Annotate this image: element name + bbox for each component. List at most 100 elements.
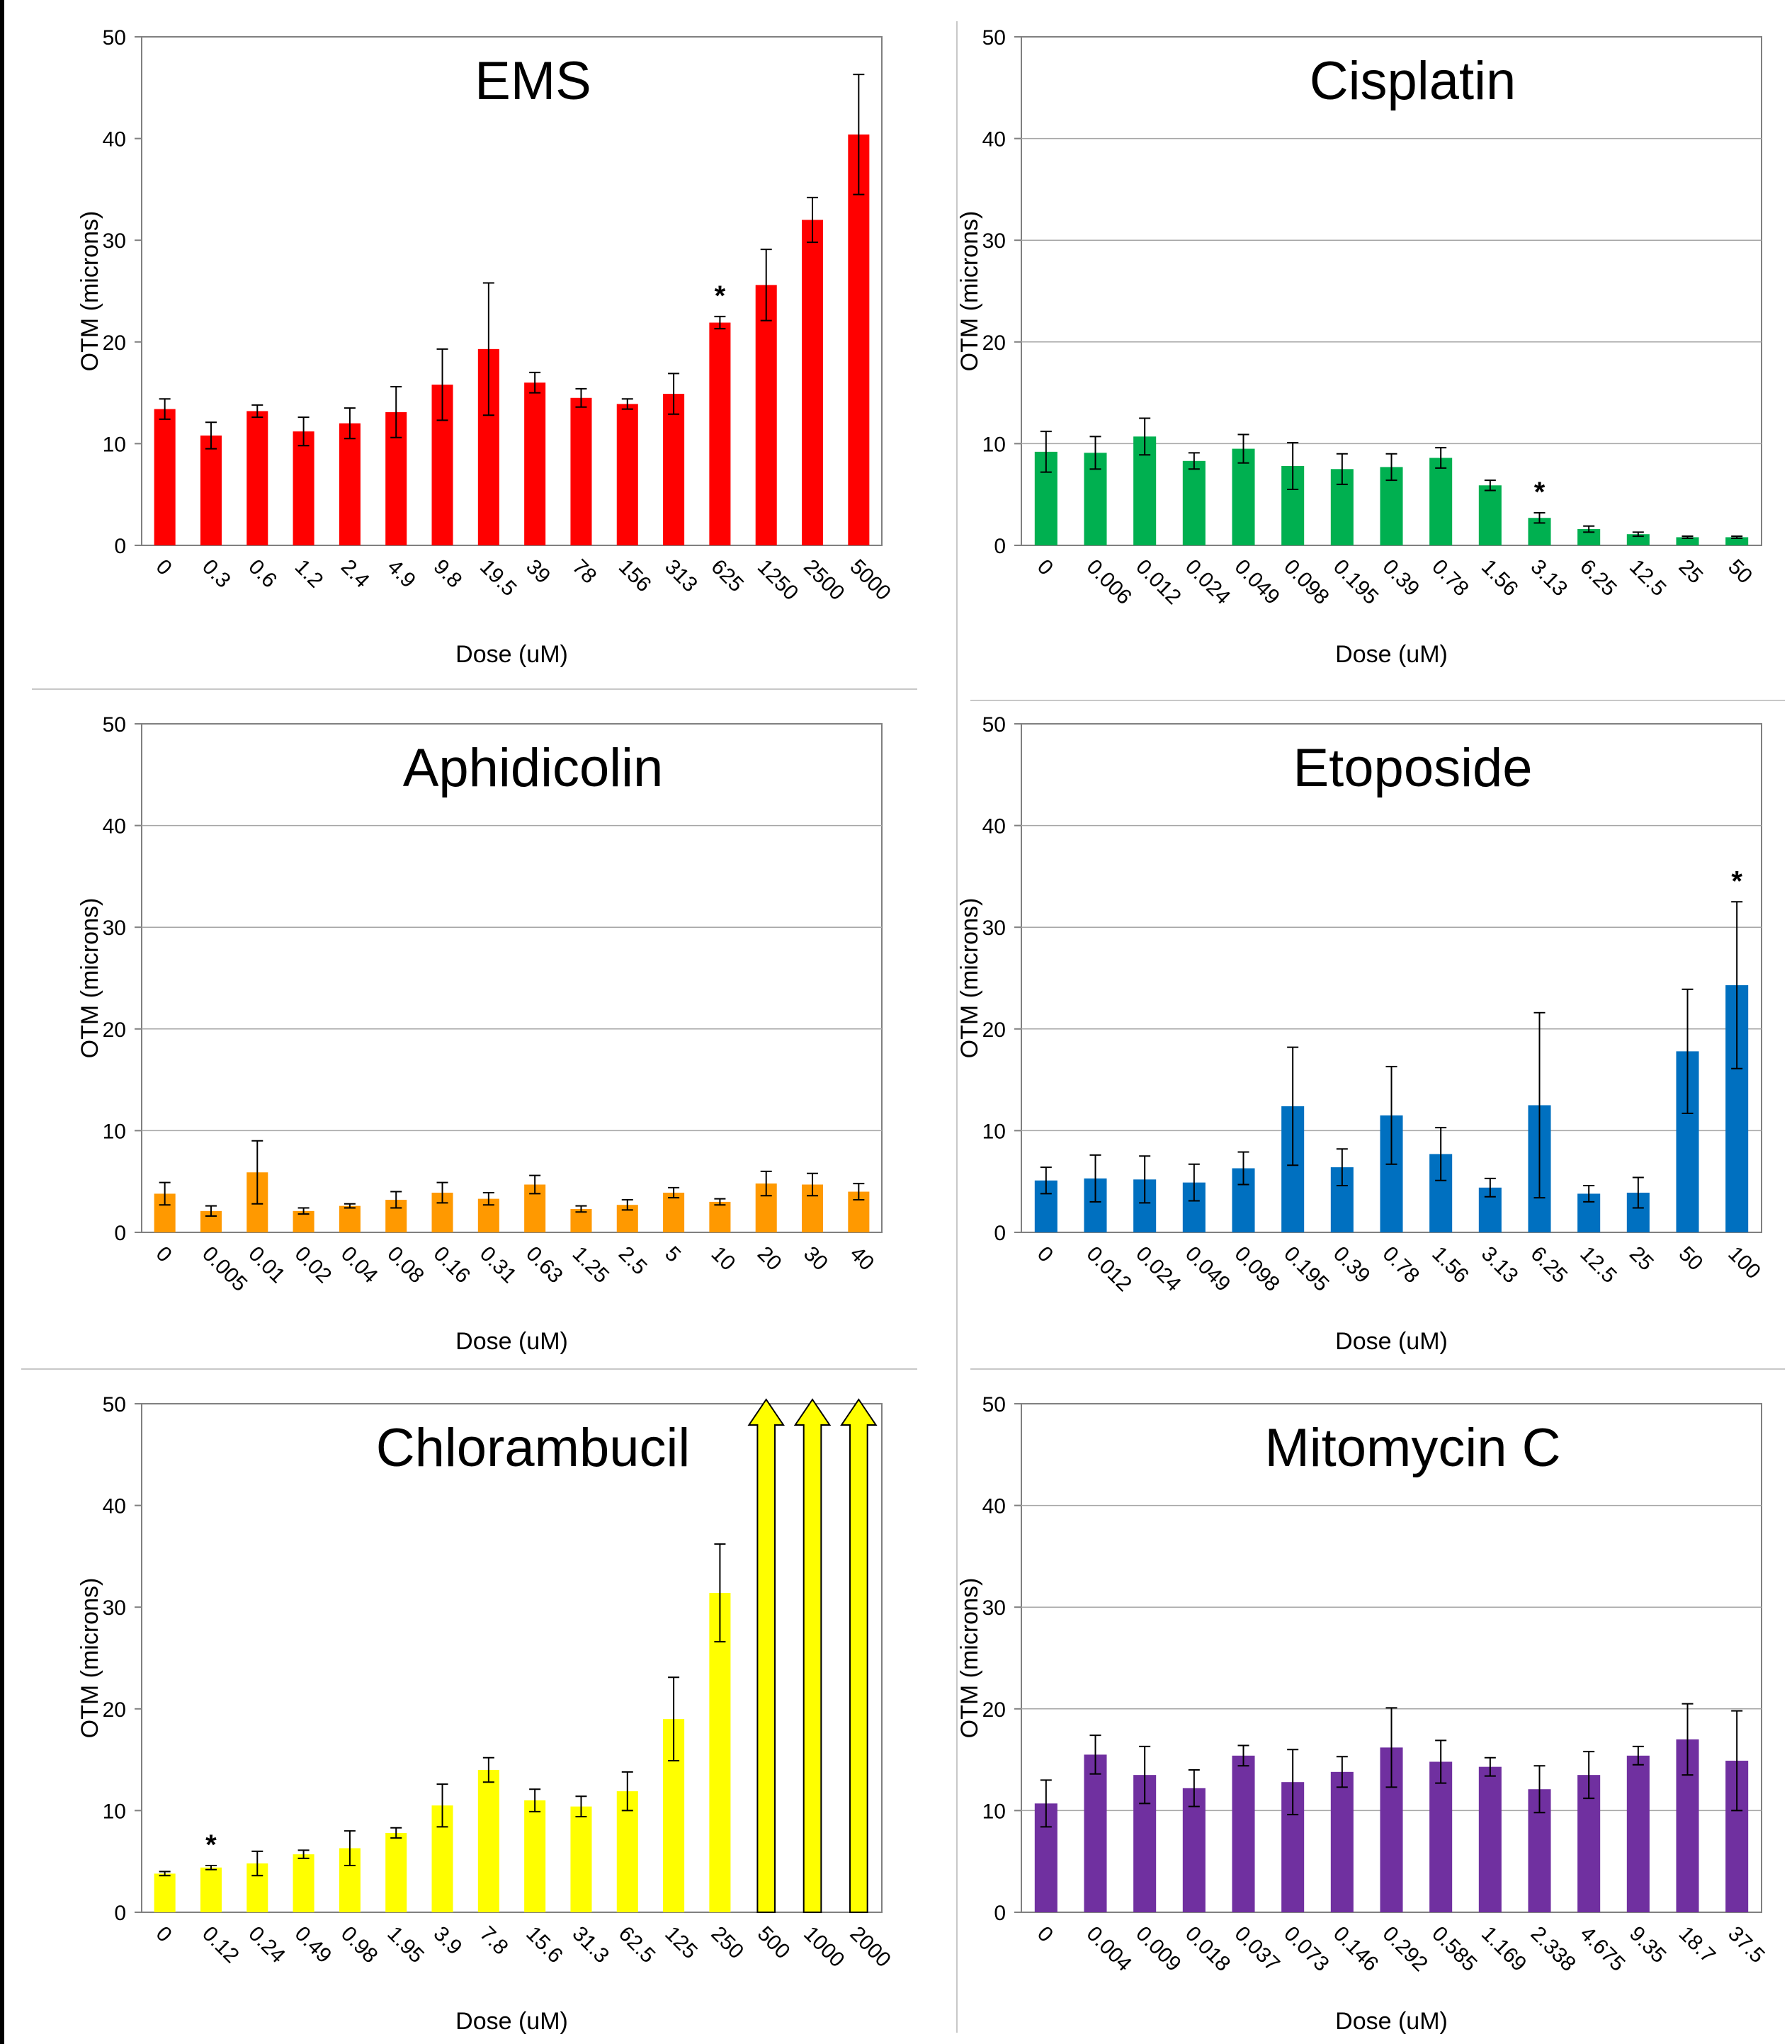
error-bar-250 bbox=[714, 1543, 726, 1643]
bar-offscale-arrow-2000 bbox=[840, 1398, 878, 1913]
bar-1-56 bbox=[1478, 485, 1502, 545]
y-tick-label-20: 20 bbox=[982, 1018, 1006, 1042]
bar-12-5 bbox=[1626, 534, 1650, 545]
bar-31-3 bbox=[570, 1806, 592, 1912]
error-bar-1-56 bbox=[1484, 479, 1496, 492]
bar-0-3 bbox=[200, 435, 222, 545]
error-bar-4-675 bbox=[1583, 1751, 1595, 1800]
error-bar-0-049 bbox=[1237, 433, 1249, 464]
error-bar-0-049 bbox=[1188, 1163, 1200, 1202]
bar-0 bbox=[154, 1873, 176, 1912]
y-tick-label-40: 40 bbox=[982, 815, 1006, 839]
error-bar-6-25 bbox=[1583, 525, 1595, 533]
y-tick-label-10: 10 bbox=[103, 1120, 126, 1143]
x-tick-label-0-49: 0.49 bbox=[290, 1922, 336, 1968]
error-bar-50 bbox=[1682, 988, 1694, 1114]
x-axis-label: Dose (uM) bbox=[455, 1328, 568, 1355]
x-tick-label-1000: 1000 bbox=[799, 1922, 849, 1972]
bar-1-25 bbox=[570, 1208, 592, 1232]
bar-5 bbox=[663, 1192, 685, 1232]
bar-1250 bbox=[755, 285, 777, 545]
bar-2-4 bbox=[339, 423, 361, 545]
bar-0-12 bbox=[200, 1867, 222, 1912]
error-bar-0 bbox=[1040, 1166, 1052, 1195]
error-bar-3-9 bbox=[436, 1783, 448, 1828]
bar-6-25 bbox=[1577, 529, 1601, 545]
chart-title: Aphidicolin bbox=[403, 738, 664, 798]
y-tick-label-50: 50 bbox=[982, 1393, 1006, 1416]
y-tick-label-0: 0 bbox=[114, 535, 126, 558]
error-bar-25 bbox=[1682, 535, 1694, 539]
error-bar-0 bbox=[159, 398, 171, 420]
bar-9-35 bbox=[1626, 1755, 1650, 1912]
x-tick-label-1250: 1250 bbox=[753, 555, 803, 606]
panel-divider-4 bbox=[970, 1368, 1785, 1370]
chart-cisplatin: 0 10 20 30 40 50 OTM (microns) Cisplatin 0 0.006 0… bbox=[894, 0, 1772, 673]
x-tick-label-6-25: 6.25 bbox=[1526, 1242, 1572, 1288]
x-tick-label-15-6: 15.6 bbox=[521, 1922, 567, 1968]
error-bar-39 bbox=[529, 371, 541, 394]
error-bar-19-5 bbox=[482, 282, 494, 416]
panel-divider-vertical bbox=[956, 21, 958, 2033]
x-tick-label-37-5: 37.5 bbox=[1723, 1922, 1769, 1968]
x-tick-label-40: 40 bbox=[845, 1242, 878, 1276]
panel-divider-3 bbox=[21, 1368, 917, 1370]
error-bar-1-2 bbox=[297, 416, 310, 447]
x-tick-label-12-5: 12.5 bbox=[1575, 1242, 1621, 1288]
error-bar-0-78 bbox=[1435, 447, 1447, 469]
error-bar-12-5 bbox=[1583, 1184, 1595, 1203]
x-tick-label-78: 78 bbox=[568, 555, 601, 589]
error-bar-62-5 bbox=[621, 1771, 633, 1812]
x-tick-label-0-78: 0.78 bbox=[1427, 555, 1473, 601]
error-bar-1-95 bbox=[390, 1827, 402, 1839]
error-bar-0-39 bbox=[1385, 453, 1397, 482]
y-tick-label-10: 10 bbox=[982, 1800, 1006, 1823]
y-tick-label-30: 30 bbox=[982, 229, 1006, 253]
x-tick-label-0-01: 0.01 bbox=[244, 1242, 290, 1288]
x-tick-label-2-5: 2.5 bbox=[614, 1242, 652, 1280]
plot-frame bbox=[141, 723, 883, 1233]
chart-chlorambucil: 0 10 20 30 40 50 OTM (microns) Chlorambucil 0 * 0.… bbox=[14, 1367, 892, 2040]
x-tick-label-0-012: 0.012 bbox=[1082, 1242, 1136, 1296]
error-bar-15-6 bbox=[529, 1788, 541, 1812]
bar-offscale-arrow-1000 bbox=[793, 1398, 832, 1913]
error-bar-0-004 bbox=[1089, 1734, 1101, 1775]
x-tick-label-9-8: 9.8 bbox=[429, 555, 467, 593]
bar-10 bbox=[709, 1201, 731, 1232]
y-tick-label-30: 30 bbox=[982, 916, 1006, 940]
x-tick-label-1-25: 1.25 bbox=[568, 1242, 614, 1288]
y-tick-label-40: 40 bbox=[103, 1495, 126, 1518]
error-bar-0-31 bbox=[482, 1191, 494, 1206]
chart-title: Chlorambucil bbox=[376, 1418, 691, 1478]
bar-50 bbox=[1725, 537, 1749, 545]
x-tick-label-0: 0 bbox=[1033, 555, 1057, 580]
error-bar-0-49 bbox=[297, 1849, 310, 1859]
error-bar-0 bbox=[159, 1870, 171, 1877]
error-bar-0-012 bbox=[1139, 417, 1151, 456]
error-bar-0 bbox=[1040, 431, 1052, 473]
significance-marker: * bbox=[715, 280, 726, 312]
x-tick-label-0-195: 0.195 bbox=[1329, 555, 1383, 609]
x-tick-label-0-195: 0.195 bbox=[1279, 1242, 1333, 1296]
error-bar-0-78 bbox=[1385, 1065, 1397, 1165]
bar-0-585 bbox=[1429, 1761, 1453, 1912]
y-axis-label: OTM (microns) bbox=[956, 898, 983, 1059]
error-bar-0 bbox=[1040, 1779, 1052, 1828]
x-tick-label-4-9: 4.9 bbox=[382, 555, 420, 593]
x-tick-label-12-5: 12.5 bbox=[1625, 555, 1671, 601]
chart-title: Etoposide bbox=[1293, 738, 1532, 798]
error-bar-0-024 bbox=[1139, 1155, 1151, 1204]
chart-title: Mitomycin C bbox=[1264, 1418, 1560, 1478]
error-bar-37-5 bbox=[1731, 1710, 1743, 1812]
y-tick-label-30: 30 bbox=[103, 229, 126, 253]
x-tick-label-2500: 2500 bbox=[799, 555, 849, 606]
error-bar-0-3 bbox=[205, 421, 217, 450]
y-tick-label-40: 40 bbox=[103, 128, 126, 152]
x-tick-label-2000: 2000 bbox=[845, 1922, 892, 1972]
error-bar-625 bbox=[714, 315, 726, 330]
x-tick-label-2-338: 2.338 bbox=[1526, 1922, 1580, 1976]
bar-5000 bbox=[848, 134, 870, 545]
error-bar-0-585 bbox=[1435, 1739, 1447, 1784]
error-bar-31-3 bbox=[575, 1795, 587, 1818]
error-bar-156 bbox=[621, 398, 633, 410]
